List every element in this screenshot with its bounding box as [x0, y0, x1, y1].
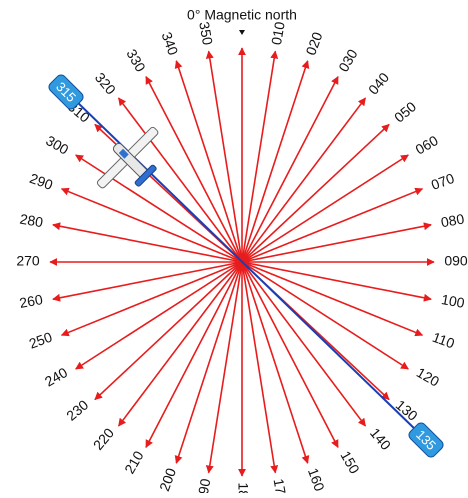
north-pointer: [239, 30, 245, 35]
heading-label: 010: [268, 20, 288, 46]
heading-label: 160: [305, 466, 328, 493]
north-label: 0° Magnetic north: [187, 7, 297, 23]
heading-label: 120: [414, 364, 442, 390]
heading-label: 200: [156, 466, 179, 493]
heading-label: 220: [90, 425, 117, 453]
heading-label: 180: [235, 482, 251, 493]
heading-label: 100: [440, 291, 466, 311]
heading-label: 140: [367, 425, 394, 453]
heading-label: 290: [28, 170, 56, 193]
heading-label: 150: [337, 448, 363, 476]
heading-label: 210: [121, 448, 147, 476]
heading-label: 280: [19, 211, 45, 231]
heading-label: 130: [393, 396, 421, 423]
heading-label: 080: [440, 210, 466, 230]
heading-label: 350: [196, 20, 216, 46]
compass-diagram: 0° Magnetic north 010 020 030040050 060 070 0…: [0, 0, 468, 493]
heading-label: 260: [18, 291, 44, 311]
heading-label: 330: [123, 46, 149, 74]
heading-label: 190: [194, 477, 214, 493]
heading-label: 020: [302, 30, 325, 58]
heading-label: 170: [271, 477, 291, 493]
heading-label: 090: [444, 253, 468, 269]
heading-label: 050: [391, 98, 419, 125]
heading-label: 070: [429, 170, 457, 193]
heading-label: 040: [365, 69, 392, 97]
heading-label: 270: [16, 253, 40, 269]
heading-label: 250: [27, 329, 55, 352]
heading-label: 060: [413, 132, 441, 158]
heading-label: 110: [430, 329, 457, 352]
heading-label: 340: [159, 30, 182, 58]
heading-label: 320: [92, 69, 119, 97]
heading-label: 230: [63, 396, 91, 423]
heading-label: 300: [43, 132, 71, 158]
heading-label: 240: [42, 364, 70, 390]
heading-label: 030: [335, 46, 361, 74]
